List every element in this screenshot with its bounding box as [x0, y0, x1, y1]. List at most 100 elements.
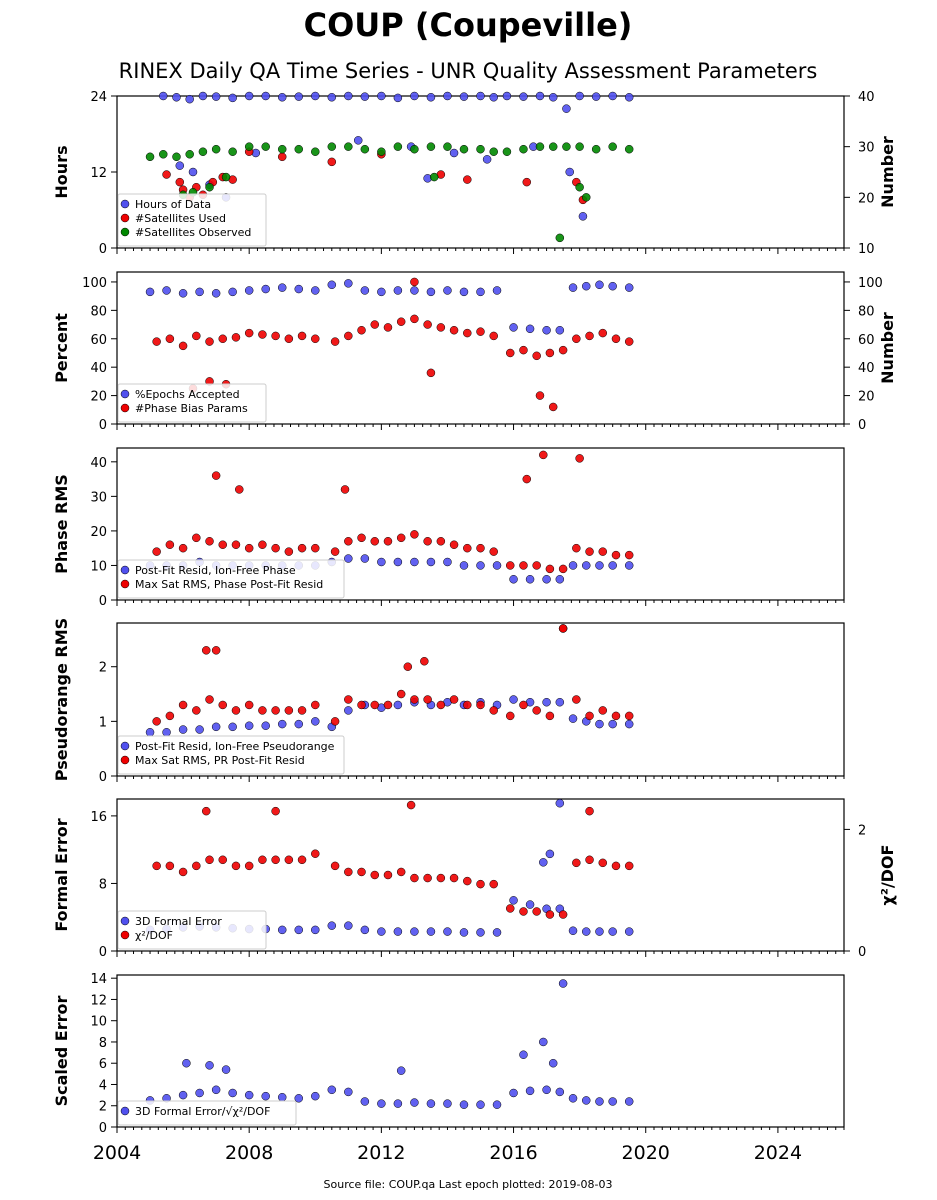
data-point — [178, 543, 188, 553]
data-point — [489, 93, 498, 102]
data-point — [578, 212, 588, 221]
y-right-tick-label: 20 — [858, 191, 875, 206]
data-point — [548, 1058, 558, 1068]
data-point — [459, 92, 469, 101]
legend-label: Max Sat RMS, PR Post-Fit Resid — [135, 754, 305, 767]
data-point — [522, 474, 532, 484]
y-tick-label: 8 — [99, 1036, 107, 1051]
data-point — [311, 925, 320, 935]
data-point — [277, 1092, 287, 1102]
y-axis-label: Formal Error — [52, 818, 71, 931]
data-point — [172, 152, 181, 162]
data-point — [502, 147, 512, 156]
data-point — [575, 142, 584, 151]
series-satellites-observed — [145, 142, 634, 243]
legend-marker — [120, 199, 130, 209]
data-point — [476, 543, 485, 553]
data-point — [360, 1097, 370, 1106]
data-point — [463, 700, 472, 710]
data-point — [159, 91, 168, 101]
data-point — [344, 706, 353, 715]
data-point — [548, 142, 558, 151]
legend: 3D Formal Error/√χ²/DOF — [117, 1100, 297, 1126]
data-point — [429, 172, 439, 182]
data-point — [258, 855, 267, 865]
data-point — [393, 142, 403, 151]
series-epochs-accepted — [145, 279, 634, 335]
data-point — [344, 695, 353, 704]
data-point — [572, 334, 581, 344]
x-tick-label: 2012 — [357, 1142, 405, 1164]
data-point — [459, 561, 469, 570]
data-point — [235, 485, 244, 494]
legend-marker — [120, 1106, 130, 1116]
data-point — [294, 92, 303, 101]
data-point — [539, 858, 548, 867]
legend-label: 3D Formal Error/√χ²/DOF — [135, 1105, 270, 1118]
data-point — [370, 700, 380, 710]
legend-marker — [120, 389, 130, 399]
data-point — [297, 706, 307, 715]
data-point — [542, 325, 551, 335]
data-point — [165, 711, 175, 721]
data-point — [459, 1100, 469, 1109]
data-point — [311, 334, 320, 344]
data-point — [294, 719, 303, 729]
series-3d-formal-error-dof — [145, 979, 634, 1109]
data-point — [410, 277, 419, 287]
data-point — [595, 561, 604, 570]
data-point — [211, 92, 221, 101]
y-tick-label: 20 — [90, 525, 107, 540]
data-point — [311, 286, 320, 295]
legend-label: Post-Fit Resid, Ion-Free Pseudorange — [135, 740, 335, 753]
legend-box — [117, 559, 345, 599]
data-point — [532, 907, 541, 916]
x-tick-label: 2024 — [754, 1142, 802, 1164]
data-point — [489, 879, 498, 889]
y-axis-label: Phase RMS — [52, 474, 71, 574]
data-point — [393, 93, 403, 103]
data-point — [162, 728, 171, 737]
data-point — [575, 454, 584, 463]
data-point — [178, 725, 188, 734]
data-point — [311, 717, 320, 726]
data-point — [489, 331, 498, 341]
data-point — [535, 91, 545, 101]
data-point — [294, 925, 303, 935]
legend-label: Post-Fit Resid, Ion-Free Phase — [135, 564, 296, 577]
legend-label: 3D Formal Error — [135, 915, 222, 928]
data-point — [277, 925, 287, 935]
data-point — [459, 928, 469, 937]
data-point — [608, 561, 617, 570]
data-point — [172, 93, 181, 102]
data-point — [258, 540, 267, 549]
data-point — [159, 150, 168, 159]
data-point — [244, 142, 254, 151]
data-point — [383, 870, 393, 880]
x-tick-label: 2016 — [489, 1142, 537, 1164]
figure-title: COUP (Coupeville) — [304, 6, 633, 44]
data-point — [509, 1088, 518, 1098]
data-point — [548, 93, 558, 102]
data-point — [572, 695, 581, 704]
y-tick-label: 12 — [90, 166, 107, 181]
data-point — [198, 91, 208, 101]
legend-box — [117, 735, 345, 775]
data-point — [231, 540, 241, 549]
x-tick-label: 2008 — [225, 1142, 273, 1164]
y-right-axis-label: χ²/DOF — [878, 845, 897, 906]
data-point — [624, 337, 634, 346]
y-tick-label: 2 — [99, 1100, 107, 1115]
data-point — [476, 561, 485, 570]
data-point — [489, 547, 498, 556]
data-point — [581, 193, 591, 202]
data-point — [581, 561, 591, 570]
data-point — [152, 717, 161, 726]
data-point — [443, 1099, 452, 1108]
data-point — [340, 485, 350, 494]
data-point — [231, 706, 241, 715]
data-point — [261, 91, 270, 101]
y-right-tick-label: 2 — [858, 823, 866, 838]
data-point — [271, 855, 280, 865]
